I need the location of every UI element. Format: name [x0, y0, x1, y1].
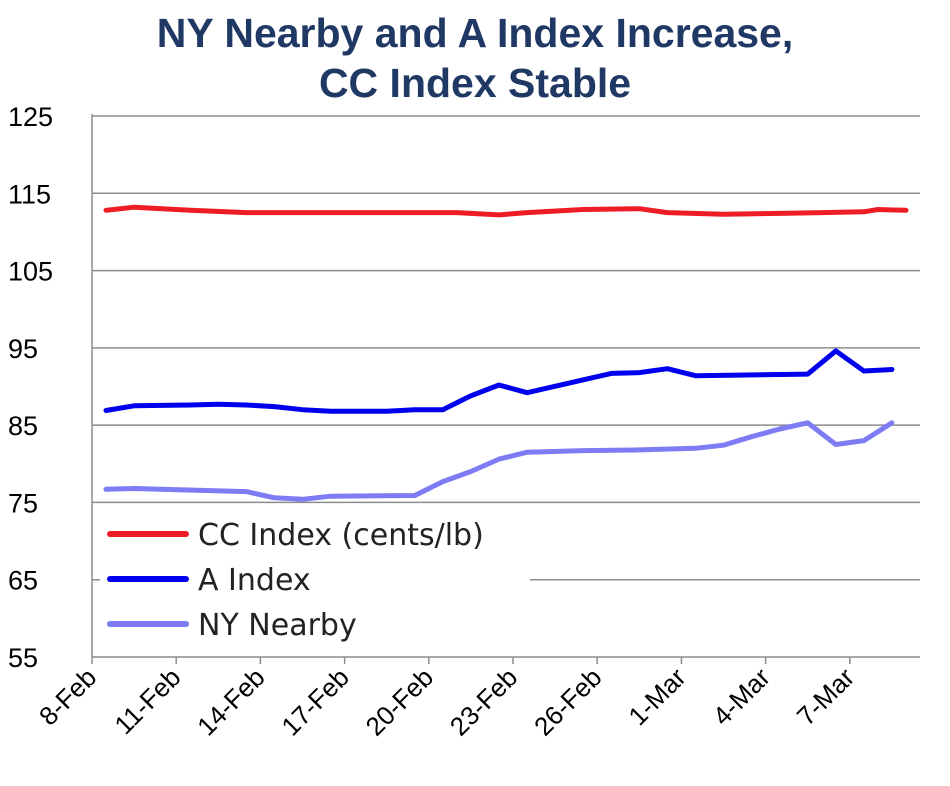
y-tick-label: 125 [8, 102, 53, 132]
series-lines [103, 204, 909, 502]
legend-label-2: NY Nearby [198, 608, 357, 643]
x-tick-label: 1-Mar [622, 662, 691, 731]
x-tick-label: 17-Feb [275, 662, 354, 741]
legend: CC Index (cents/lb) A Index NY Nearby [100, 512, 530, 652]
x-tick-label: 11-Feb [108, 662, 186, 740]
x-tick-label: 26-Feb [528, 662, 607, 741]
x-tick-label: 7-Mar [791, 662, 860, 731]
x-tick-label: 20-Feb [360, 662, 439, 741]
y-tick-label: 115 [8, 179, 51, 209]
y-tick-label: 105 [8, 257, 53, 287]
legend-label-0: CC Index (cents/lb) [198, 518, 484, 553]
axes [91, 114, 920, 658]
x-tick-label: 8-Feb [33, 662, 102, 731]
series-line-0 [103, 204, 909, 218]
x-tick-label: 4-Mar [707, 662, 776, 731]
series-line-2 [103, 420, 895, 502]
gridlines [92, 115, 920, 581]
series-line-1 [103, 348, 895, 414]
x-axis-ticks: 8-Feb 11-Feb 14-Feb 17-Feb 20-Feb 23-Feb 26-Fe… [33, 657, 860, 742]
chart-title-line-1: NY Nearby and A Index Increase, [156, 10, 794, 56]
chart-title: NY Nearby and A Index Increase, CC Index… [0, 8, 950, 108]
y-axis-ticks: 55 65 75 85 95 105 115 125 [8, 102, 53, 673]
y-tick-label: 65 [8, 566, 38, 596]
chart-title-line-2: CC Index Stable [318, 60, 632, 106]
x-tick-label: 14-Feb [191, 662, 270, 741]
y-tick-label: 75 [8, 488, 38, 518]
x-tick-label: 23-Feb [444, 662, 523, 741]
y-tick-label: 85 [8, 411, 38, 441]
y-tick-label: 55 [8, 643, 38, 673]
legend-label-1: A Index [198, 563, 311, 598]
y-tick-label: 95 [8, 334, 38, 364]
